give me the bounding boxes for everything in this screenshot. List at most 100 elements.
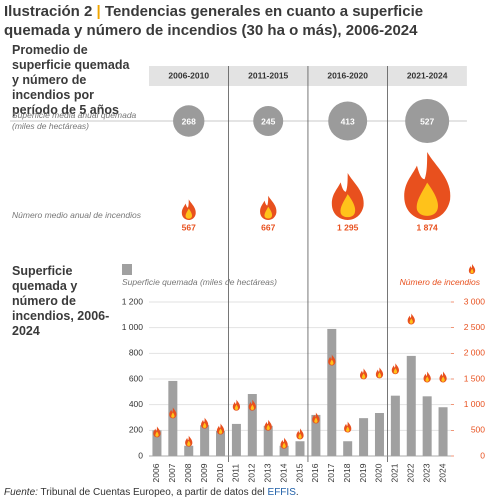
flame: [201, 417, 209, 429]
area-label: 527: [420, 116, 434, 126]
y2-tick-label: 2 000: [464, 348, 486, 358]
figure-label: Ilustración 2: [4, 3, 93, 20]
period-label: 2011-2015: [248, 70, 288, 80]
flame: [153, 426, 161, 438]
period-label: 2016-2020: [327, 70, 368, 80]
flame: [185, 435, 193, 447]
flame-inner: [185, 208, 193, 219]
bar: [359, 418, 369, 456]
row-label: Número medio anual de incendios: [12, 210, 141, 220]
bar: [311, 414, 321, 456]
flame-inner: [282, 442, 286, 449]
source-label: Fuente:: [4, 487, 38, 498]
area-label: 245: [261, 116, 275, 126]
flame-inner: [441, 376, 445, 382]
y2-tick-label: 1 000: [464, 399, 486, 409]
bar: [263, 425, 273, 456]
figure-title: Tendencias generales en cuanto a superfi…: [4, 3, 424, 39]
x-tick-label: 2020: [374, 463, 384, 482]
bar: [168, 380, 178, 456]
y-tick-label: 1 200: [122, 296, 144, 306]
flame-inner: [187, 440, 191, 446]
flame-inner: [416, 182, 439, 216]
area-circle: [173, 105, 205, 137]
flame-inner: [361, 373, 366, 379]
flame-inner: [250, 404, 255, 411]
flame: [296, 428, 304, 440]
x-tick-label: 2010: [215, 463, 225, 482]
area-circle: [253, 105, 284, 137]
flame-inner: [409, 318, 413, 324]
flame-inner: [218, 428, 223, 434]
flame: [439, 371, 447, 383]
y2-tick-label: 1 500: [464, 373, 486, 383]
source-end: .: [295, 487, 299, 498]
flame-inner: [298, 433, 302, 439]
y-tick-label: 200: [129, 425, 143, 435]
x-tick-label: 2006: [151, 463, 161, 482]
x-tick-label: 2019: [358, 463, 368, 482]
source-link[interactable]: EFFIS: [267, 487, 296, 498]
bar: [343, 441, 353, 456]
y-tick-label: 0: [138, 450, 143, 460]
x-tick-label: 2007: [167, 463, 177, 482]
y-tick-label: 600: [129, 373, 143, 383]
flame-inner: [266, 424, 270, 431]
bar: [438, 407, 448, 456]
flame: [359, 368, 368, 380]
flame-inner: [330, 359, 334, 365]
bar: [200, 425, 210, 456]
legend-swatch: [122, 264, 132, 275]
flame: [264, 419, 272, 431]
y-tick-label: 800: [129, 348, 143, 358]
x-tick-label: 2009: [199, 463, 209, 482]
bar: [279, 445, 289, 456]
flame-inner: [155, 431, 159, 437]
flame-inner: [377, 372, 382, 378]
x-tick-label: 2016: [310, 463, 320, 482]
bar: [184, 445, 194, 456]
x-tick-label: 2015: [294, 463, 304, 482]
bar: [295, 441, 305, 456]
flame-inner: [346, 426, 350, 432]
area-label: 413: [341, 116, 355, 126]
area-circle: [328, 101, 368, 141]
flame: [216, 423, 225, 435]
flame-inner: [425, 376, 429, 382]
x-tick-label: 2014: [278, 463, 288, 482]
flame-inner: [202, 422, 207, 428]
area-label: 268: [182, 116, 196, 126]
x-tick-label: 2013: [262, 463, 272, 482]
flame: [312, 412, 320, 424]
fires-label: 1 874: [417, 222, 439, 232]
separator: |: [96, 3, 101, 20]
x-tick-label: 2023: [421, 463, 431, 482]
fires-label: 567: [182, 222, 196, 232]
flame-inner: [340, 194, 356, 218]
x-tick-label: 2012: [247, 463, 257, 482]
flame-inner: [264, 206, 273, 219]
x-tick-label: 2024: [437, 463, 447, 482]
flame: [423, 371, 431, 383]
flame-inner: [470, 268, 474, 274]
flame: [375, 367, 384, 379]
bar: [422, 396, 432, 456]
fires-label: 1 295: [337, 222, 359, 232]
y2-tick-label: 500: [471, 425, 485, 435]
flame-inner: [393, 368, 398, 374]
flame: [331, 173, 364, 220]
x-tick-label: 2021: [390, 463, 400, 482]
flame: [232, 399, 241, 411]
legend-label: Superficie quemada (miles de hectáreas): [122, 277, 277, 287]
header: Ilustración 2 | Tendencias generales en …: [4, 2, 484, 40]
flame: [248, 399, 256, 411]
x-tick-label: 2008: [183, 463, 193, 482]
flame: [404, 152, 451, 220]
x-tick-label: 2018: [342, 463, 352, 482]
panel-title: Promedio de superficie quemada y número …: [12, 43, 130, 117]
flame: [181, 199, 196, 220]
x-tick-label: 2022: [406, 463, 416, 482]
bar: [406, 355, 416, 456]
